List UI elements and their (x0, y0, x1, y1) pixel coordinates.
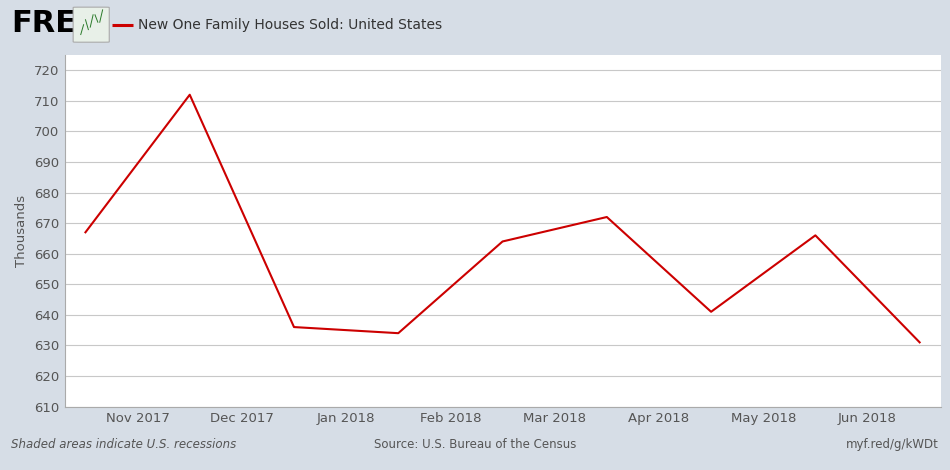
Text: myf.red/g/kWDt: myf.red/g/kWDt (846, 438, 939, 451)
Text: Shaded areas indicate U.S. recessions: Shaded areas indicate U.S. recessions (11, 438, 237, 451)
Y-axis label: Thousands: Thousands (15, 195, 28, 267)
Text: FRED: FRED (11, 9, 102, 38)
FancyBboxPatch shape (73, 7, 109, 42)
Text: Source: U.S. Bureau of the Census: Source: U.S. Bureau of the Census (373, 438, 577, 451)
Text: New One Family Houses Sold: United States: New One Family Houses Sold: United State… (138, 18, 442, 31)
